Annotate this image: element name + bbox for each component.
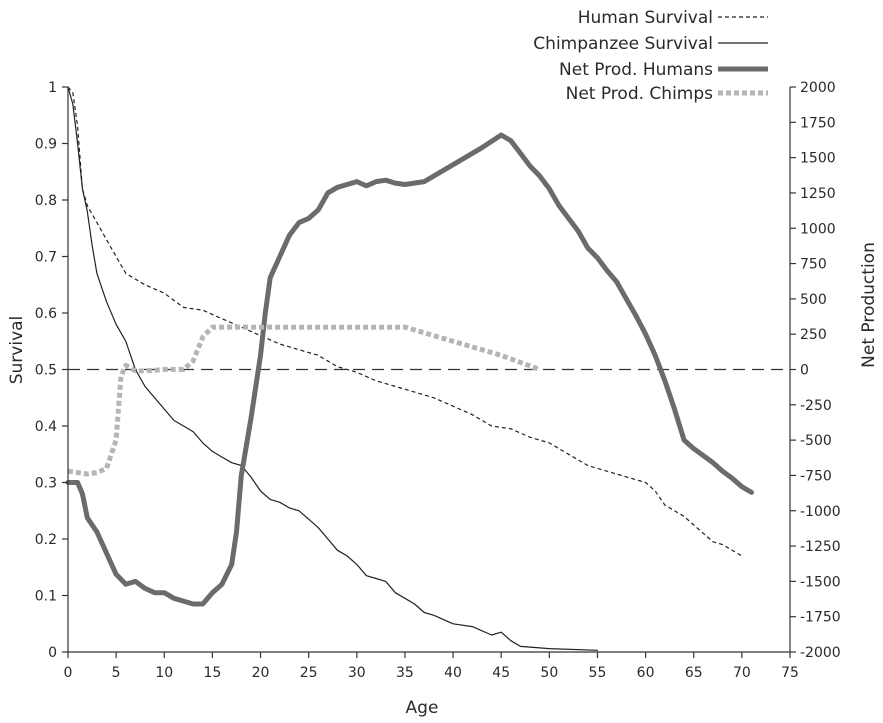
- right-tick-label: -250: [800, 398, 832, 414]
- right-tick-label: 250: [800, 327, 827, 343]
- legend-label-human-survival: Human Survival: [578, 8, 713, 28]
- x-tick-label: 35: [396, 665, 414, 681]
- series-net-prod-humans: [65, 132, 754, 607]
- right-tick-label: 2000: [800, 80, 836, 96]
- right-tick-label: 0: [800, 363, 809, 379]
- x-tick-label: 5: [112, 665, 121, 681]
- right-tick-label: -1500: [800, 574, 841, 590]
- left-tick-label: 0.9: [35, 137, 57, 153]
- right-axis-title: Net Production: [859, 242, 879, 368]
- left-tick-label: 0.2: [35, 532, 57, 548]
- legend-label-net-prod-humans: Net Prod. Humans: [559, 60, 713, 80]
- left-tick-label: 0.8: [35, 193, 57, 209]
- legend-label-chimp-survival: Chimpanzee Survival: [533, 34, 713, 54]
- right-tick-label: 1500: [800, 151, 836, 167]
- left-tick-labels: 0 0.1 0.2 0.3 0.4 0.5 0.6 0.7 0.8 0.9 1: [35, 80, 68, 661]
- right-tick-label: -1750: [800, 610, 841, 626]
- left-tick-label: 1: [48, 80, 57, 96]
- legend: Human Survival Chimpanzee Survival Net P…: [533, 8, 768, 104]
- series-chimp-survival: [67, 86, 599, 651]
- right-tick-labels: -2000 -1750 -1500 -1250 -1000 -750 -500 -250 0 25…: [790, 80, 841, 661]
- right-tick-label: -2000: [800, 645, 841, 661]
- left-axis-title: Survival: [7, 316, 27, 385]
- right-tick-label: -1250: [800, 539, 841, 555]
- series-human-survival: [67, 86, 743, 557]
- x-tick-label: 70: [733, 665, 751, 681]
- x-tick-label: 0: [64, 665, 73, 681]
- x-tick-label: 40: [444, 665, 462, 681]
- x-tick-label: 25: [300, 665, 318, 681]
- right-tick-label: 500: [800, 292, 827, 308]
- x-tick-label: 55: [589, 665, 607, 681]
- x-axis-title: Age: [406, 698, 439, 718]
- x-tick-label: 65: [685, 665, 703, 681]
- left-tick-label: 0.7: [35, 250, 57, 266]
- left-tick-label: 0.5: [35, 363, 57, 379]
- series-layer: [65, 86, 754, 651]
- x-tick-label: 20: [252, 665, 270, 681]
- x-tick-label: 30: [348, 665, 366, 681]
- right-tick-label: -750: [800, 468, 832, 484]
- series-net-prod-chimps: [67, 324, 541, 477]
- right-tick-label: -500: [800, 433, 832, 449]
- left-tick-label: 0.6: [35, 306, 57, 322]
- right-tick-label: 1250: [800, 186, 836, 202]
- legend-label-net-prod-chimps: Net Prod. Chimps: [566, 84, 714, 104]
- left-tick-label: 0.3: [35, 476, 57, 492]
- left-tick-label: 0.4: [35, 419, 57, 435]
- x-tick-label: 15: [203, 665, 221, 681]
- x-tick-label: 10: [155, 665, 173, 681]
- x-tick-labels: 0 5 10 15 20 25 30 35 40 45 50 55 60 65 70 75: [64, 652, 799, 681]
- x-tick-label: 60: [637, 665, 655, 681]
- left-tick-label: 0.1: [35, 589, 57, 605]
- right-tick-label: 1750: [800, 115, 836, 131]
- left-tick-label: 0: [48, 645, 57, 661]
- x-tick-label: 50: [540, 665, 558, 681]
- x-tick-label: 75: [781, 665, 799, 681]
- right-tick-label: 750: [800, 257, 827, 273]
- right-tick-label: -1000: [800, 504, 841, 520]
- right-tick-label: 1000: [800, 221, 836, 237]
- x-tick-label: 45: [492, 665, 510, 681]
